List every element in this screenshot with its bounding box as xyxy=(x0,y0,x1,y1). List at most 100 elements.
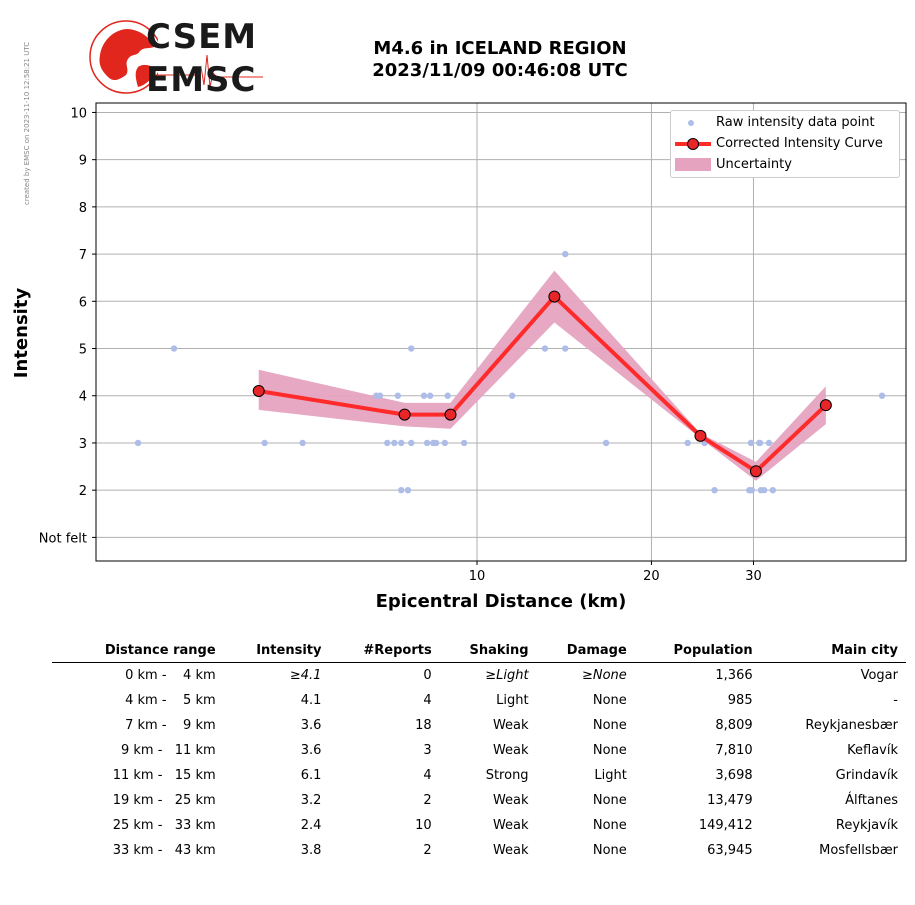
raw-data-point xyxy=(426,392,434,399)
cell-damage: None xyxy=(592,793,627,808)
cell-distance-range: 19 km - 25 km xyxy=(112,793,216,808)
header-shaking: Shaking xyxy=(439,640,537,663)
raw-data-point xyxy=(170,345,178,352)
cell-intensity: 3.6 xyxy=(300,743,322,758)
cell-population: 1,366 xyxy=(715,668,753,683)
cell-intensity: 2.4 xyxy=(300,818,322,833)
cell-main-city: Vogar xyxy=(860,668,898,683)
cell-population: 149,412 xyxy=(698,818,753,833)
raw-data-point xyxy=(756,439,764,447)
legend-item-uncertainty: Uncertainty xyxy=(671,155,899,175)
y-tick-label: 4 xyxy=(79,390,87,405)
cell-reports: 4 xyxy=(423,768,432,783)
raw-data-point xyxy=(376,392,384,399)
seismogram-logo-icon xyxy=(143,54,263,88)
y-tick-label: 9 xyxy=(79,154,87,169)
cell-damage: Light xyxy=(594,768,627,783)
legend-item-curve: Corrected Intensity Curve xyxy=(671,134,899,154)
header-main-city: Main city xyxy=(760,640,906,663)
cell-distance-range: 11 km - 15 km xyxy=(112,768,216,783)
cell-shaking: Weak xyxy=(492,843,529,858)
y-tick-label: 3 xyxy=(79,437,87,452)
cell-intensity: 3.2 xyxy=(300,793,322,808)
y-axis-label: Intensity xyxy=(11,288,32,379)
raw-data-point xyxy=(423,439,431,447)
raw-data-point xyxy=(394,392,402,399)
curve-marker xyxy=(444,408,457,421)
raw-data-point xyxy=(508,392,516,399)
cell-damage: None xyxy=(592,718,627,733)
y-tick-label: Not felt xyxy=(39,531,87,546)
intensity-summary-table: Distance range Intensity #Reports Shakin… xyxy=(52,640,906,863)
legend-label-uncertainty: Uncertainty xyxy=(716,157,792,172)
raw-data-point xyxy=(747,439,755,447)
cell-main-city: Álftanes xyxy=(845,793,898,808)
raw-data-point xyxy=(391,439,398,447)
header-distance-range: Distance range xyxy=(52,640,224,663)
raw-data-point xyxy=(748,486,755,494)
axis-ticks: Not felt 2 3 4 5 6 7 8 9 10 10 20 30 xyxy=(39,106,762,584)
uncertainty-legend-icon xyxy=(675,158,711,171)
raw-data-point xyxy=(398,439,405,447)
cell-reports: 4 xyxy=(423,693,432,708)
y-tick-label: 5 xyxy=(79,343,87,358)
cell-main-city: Keflavík xyxy=(847,743,898,758)
cell-damage: None xyxy=(592,843,627,858)
raw-data-point xyxy=(562,345,569,352)
uncertainty-area xyxy=(258,270,826,481)
cell-population: 63,945 xyxy=(707,843,753,858)
raw-data-point xyxy=(441,439,449,447)
cell-reports: 2 xyxy=(423,843,432,858)
raw-data-point xyxy=(261,439,268,447)
header-intensity: Intensity xyxy=(223,640,330,663)
raw-data-point xyxy=(299,439,306,447)
cell-reports: 18 xyxy=(415,718,432,733)
raw-data-point xyxy=(444,392,451,399)
raw-data-point xyxy=(432,439,440,447)
cell-distance-range: 0 km - 4 km xyxy=(125,668,216,683)
logo-text-csem: CSEM xyxy=(146,17,258,57)
cell-reports: 10 xyxy=(415,818,432,833)
raw-data-point xyxy=(134,439,142,447)
table-row: 33 km - 43 km 3.8 2 Weak None 63,945 Mosfellsb… xyxy=(52,838,906,863)
cell-intensity: 6.1 xyxy=(300,768,322,783)
chart-legend: Raw intensity data point Corrected Inten… xyxy=(670,110,900,178)
raw-data-point xyxy=(460,439,468,447)
y-tick-label: 2 xyxy=(79,484,87,499)
cell-population: 13,479 xyxy=(707,793,753,808)
cell-distance-range: 4 km - 5 km xyxy=(125,693,216,708)
cell-damage: None xyxy=(592,818,627,833)
cell-damage: None xyxy=(592,693,627,708)
x-tick-label: 30 xyxy=(745,569,762,584)
cell-shaking: Weak xyxy=(492,793,529,808)
x-tick-label: 20 xyxy=(643,569,660,584)
legend-label-curve: Corrected Intensity Curve xyxy=(716,136,883,151)
cell-shaking: Light xyxy=(496,693,529,708)
cell-intensity: 4.1 xyxy=(300,693,322,708)
cell-main-city: Reykjanesbær xyxy=(805,718,898,733)
raw-data-point xyxy=(408,345,415,352)
cell-damage: None xyxy=(592,743,627,758)
cell-shaking: ≥Light xyxy=(485,668,529,683)
y-tick-label: 10 xyxy=(70,106,87,121)
cell-damage: ≥None xyxy=(581,668,627,683)
curve-marker xyxy=(252,385,265,398)
curve-marker xyxy=(694,429,707,442)
table-row: 19 km - 25 km 3.2 2 Weak None 13,479 Álftanes xyxy=(52,788,906,813)
cell-main-city: Mosfellsbær xyxy=(819,843,898,858)
intensity-curve xyxy=(252,290,832,478)
chart-subtitle: 2023/11/09 00:46:08 UTC xyxy=(372,60,628,81)
raw-data-point xyxy=(404,486,412,494)
table-header-row: Distance range Intensity #Reports Shakin… xyxy=(52,640,906,663)
cell-population: 7,810 xyxy=(715,743,753,758)
uncertainty-band xyxy=(258,270,826,481)
raw-point-legend-icon xyxy=(688,120,694,126)
cell-distance-range: 33 km - 43 km xyxy=(112,843,216,858)
raw-data-point xyxy=(541,345,549,352)
header-damage: Damage xyxy=(536,640,635,663)
cell-distance-range: 25 km - 33 km xyxy=(112,818,216,833)
curve-legend-icon xyxy=(675,138,711,150)
cell-population: 985 xyxy=(727,693,753,708)
raw-data-point xyxy=(408,439,415,447)
cell-distance-range: 7 km - 9 km xyxy=(125,718,216,733)
